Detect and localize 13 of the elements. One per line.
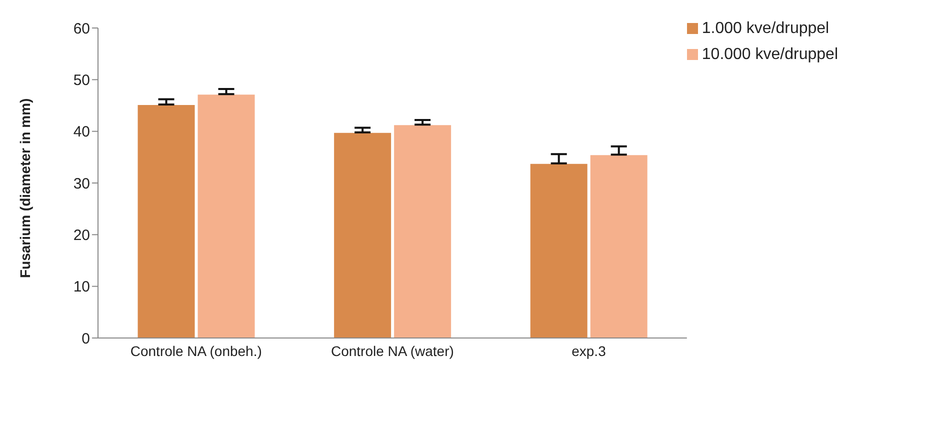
y-tick-label: 40: [73, 124, 90, 141]
y-tick-label: 10: [73, 278, 90, 296]
y-tick-label: 20: [73, 226, 90, 244]
x-tick-label: exp.3: [572, 342, 606, 359]
y-tick-label: 60: [73, 20, 90, 38]
x-tick-label: Controle NA (water): [330, 342, 454, 359]
y-tick-label: 0: [82, 330, 90, 348]
y-tick-label: 30: [73, 175, 90, 192]
legend-label: 1.000 kve/druppel: [702, 20, 830, 37]
y-tick-label: 50: [73, 72, 90, 89]
legend-label: 10.000 kve/druppel: [702, 46, 838, 63]
y-axis-title: Fusarium (diameter in mm): [16, 98, 33, 278]
x-tick-label: Controle NA (onbeh.): [130, 342, 262, 359]
